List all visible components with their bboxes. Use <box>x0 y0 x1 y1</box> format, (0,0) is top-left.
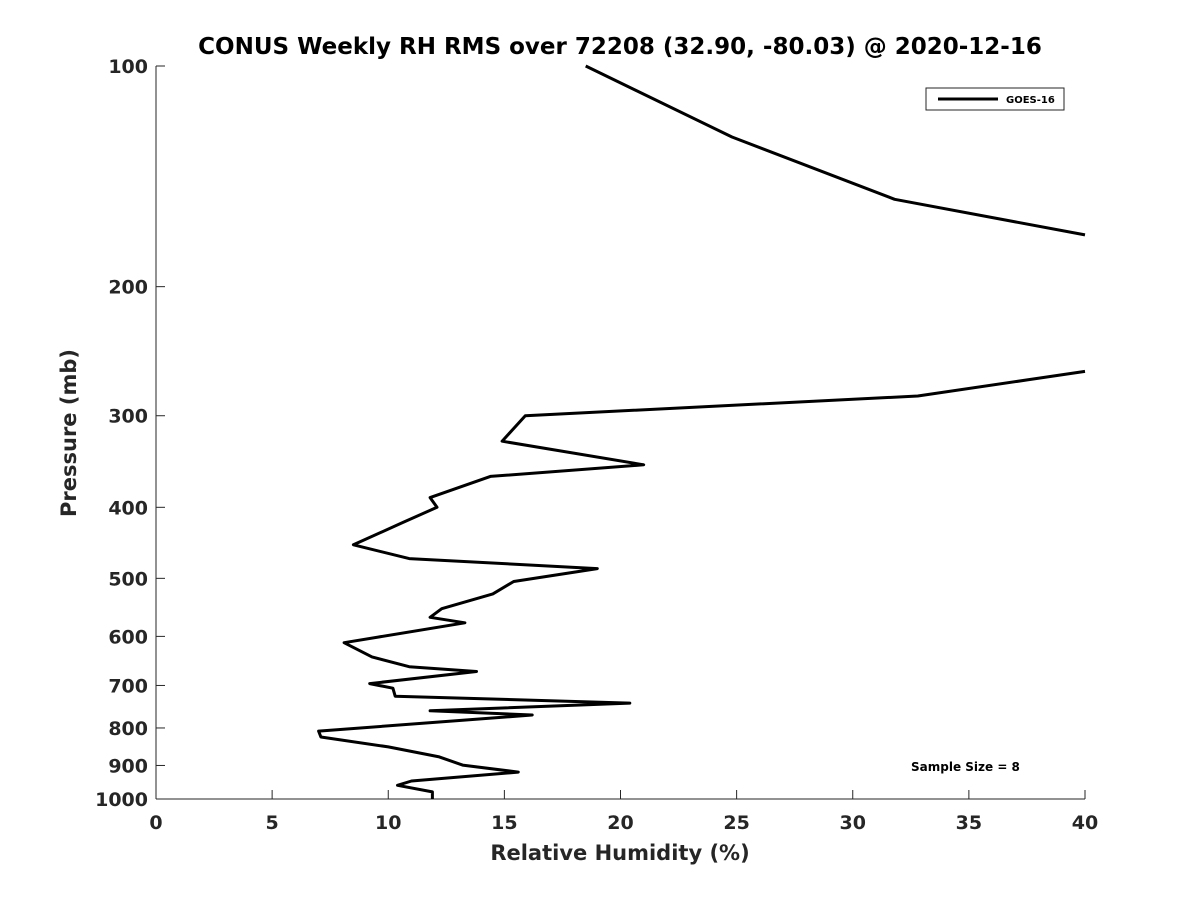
x-tick-label: 20 <box>607 812 633 834</box>
y-tick-label: 800 <box>108 718 148 740</box>
x-tick-label: 30 <box>840 812 866 834</box>
x-tick-label: 15 <box>491 812 517 834</box>
y-tick-label: 700 <box>108 675 148 697</box>
x-tick-label: 35 <box>956 812 982 834</box>
y-tick-label: 600 <box>108 626 148 648</box>
y-tick-label: 1000 <box>95 789 148 811</box>
sample-size-annotation: Sample Size = 8 <box>911 760 1020 774</box>
y-tick-label: 400 <box>108 497 148 519</box>
x-tick-label: 0 <box>149 812 162 834</box>
x-tick-label: 25 <box>723 812 749 834</box>
y-axis-label: Pressure (mb) <box>57 349 81 517</box>
series-group <box>317 64 1086 799</box>
legend-label-goes-16: GOES-16 <box>1006 95 1055 106</box>
chart-title: CONUS Weekly RH RMS over 72208 (32.90, -… <box>198 34 1042 60</box>
x-tick-label: 10 <box>375 812 401 834</box>
y-ticks: 100 200 300 400 500 600 700 800 900 1000 <box>95 56 165 811</box>
x-ticks: 0 5 10 15 20 25 30 35 40 <box>149 790 1098 834</box>
series-line-goes-16-segment-1 <box>585 64 1086 237</box>
x-axis-label: Relative Humidity (%) <box>490 841 749 865</box>
y-tick-label: 300 <box>108 406 148 428</box>
y-tick-label: 900 <box>108 755 148 777</box>
x-tick-label: 40 <box>1072 812 1098 834</box>
axes <box>155 66 1085 800</box>
y-tick-label: 100 <box>108 56 148 78</box>
series-line-goes-16-segment-2 <box>317 369 1086 799</box>
x-tick-label: 5 <box>266 812 279 834</box>
legend: GOES-16 <box>925 87 1065 111</box>
y-tick-label: 500 <box>108 568 148 590</box>
y-tick-label: 200 <box>108 277 148 299</box>
